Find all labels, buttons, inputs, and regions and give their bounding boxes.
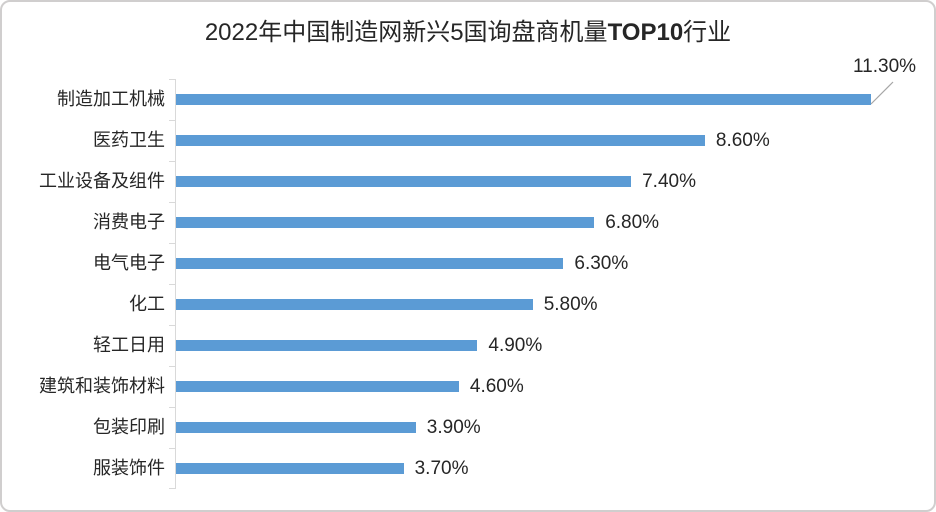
- category-label: 医药卫生: [93, 130, 165, 150]
- bar-row: 建筑和装饰材料 4.60%: [2, 366, 934, 407]
- category-label: 制造加工机械: [57, 89, 165, 109]
- bar-track: [169, 79, 934, 120]
- callout-value-label: 11.30%: [853, 56, 917, 77]
- bar-track: 8.60%: [169, 120, 934, 161]
- bar: [176, 135, 705, 146]
- value-label: 7.40%: [642, 170, 696, 192]
- value-label: 4.60%: [469, 375, 524, 397]
- category-label: 服装饰件: [93, 458, 165, 478]
- bar-row: 制造加工机械: [2, 79, 934, 120]
- value-label: 4.90%: [488, 334, 543, 356]
- category-label: 化工: [129, 294, 165, 314]
- bar: [176, 258, 564, 269]
- bar-track: 5.80%: [169, 284, 934, 325]
- bar: [176, 340, 478, 351]
- bar-track: 7.40%: [169, 161, 934, 202]
- bar-track: 4.90%: [169, 325, 934, 366]
- chart-title-top10: TOP10: [607, 19, 684, 46]
- category-label: 工业设备及组件: [39, 171, 165, 191]
- chart-title-suffix: 行业: [683, 19, 732, 46]
- bar-row: 医药卫生 8.60%: [2, 120, 934, 161]
- chart-title: 2022年中国制造网新兴5国询盘商机量TOP10行业: [2, 19, 934, 48]
- value-label: 6.80%: [605, 211, 660, 233]
- category-label: 建筑和装饰材料: [39, 376, 165, 396]
- bar-row: 包装印刷 3.90%: [2, 407, 934, 448]
- value-label: 3.90%: [426, 416, 481, 438]
- bar: [176, 94, 871, 105]
- bar-track: 3.70%: [169, 448, 934, 489]
- bar-track: 6.30%: [169, 243, 934, 284]
- bar-row: 工业设备及组件 7.40%: [2, 161, 934, 202]
- bar-row: 服装饰件 3.70%: [2, 448, 934, 489]
- bar-row: 轻工日用 4.90%: [2, 325, 934, 366]
- value-label: 6.30%: [574, 252, 629, 274]
- bar: [176, 463, 404, 474]
- bar: [176, 381, 459, 392]
- category-label: 消费电子: [93, 212, 165, 232]
- category-label: 包装印刷: [93, 417, 165, 437]
- bar: [176, 422, 416, 433]
- value-label: 5.80%: [543, 293, 598, 315]
- bar: [176, 217, 595, 228]
- value-label: 3.70%: [414, 457, 469, 479]
- bar-row: 化工 5.80%: [2, 284, 934, 325]
- category-label: 轻工日用: [93, 335, 165, 355]
- category-label: 电气电子: [93, 253, 165, 273]
- bar: [176, 176, 632, 187]
- bar-row: 电气电子 6.30%: [2, 243, 934, 284]
- bar-track: 3.90%: [169, 407, 934, 448]
- value-label: 8.60%: [715, 129, 770, 151]
- plot-area: 制造加工机械 医药卫生 8.60% 工业设备及组件 7.40% 消费电子 6.8…: [2, 79, 934, 489]
- bar-row: 消费电子 6.80%: [2, 202, 934, 243]
- bar-track: 4.60%: [169, 366, 934, 407]
- bar: [176, 299, 533, 310]
- bar-track: 6.80%: [169, 202, 934, 243]
- chart-title-prefix: 2022年中国制造网新兴5国询盘商机量: [204, 19, 608, 46]
